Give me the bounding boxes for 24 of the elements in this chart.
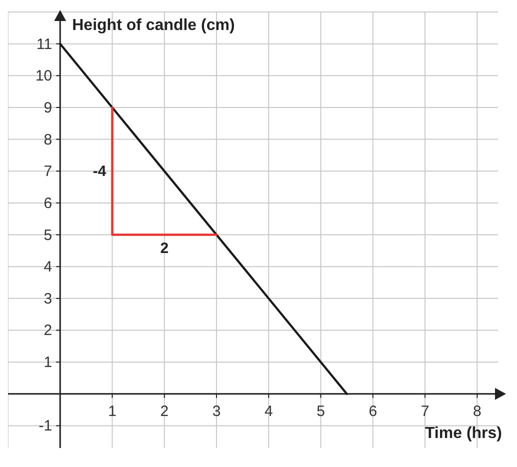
y-tick-label: 11 (36, 36, 52, 53)
y-tick-label: 3 (44, 290, 52, 308)
x-tick-label: 5 (316, 402, 325, 420)
y-tick-label: 9 (44, 99, 52, 116)
x-tick-label: 6 (368, 402, 378, 420)
x-tick-label: 7 (420, 402, 430, 420)
y-tick-label: 10 (35, 68, 52, 85)
y-tick-label: 2 (44, 322, 52, 340)
x-tick-label: 1 (108, 402, 116, 420)
x-tick-label: 4 (264, 402, 273, 420)
x-tick-label: 3 (212, 402, 221, 420)
y-tick-label: 5 (44, 226, 52, 244)
y-tick-label: -1 (38, 418, 52, 435)
annotation: -4 (92, 163, 107, 180)
y-tick-label: 8 (44, 131, 52, 148)
x-tick-label: 8 (472, 402, 482, 420)
x-tick-label: 2 (160, 402, 169, 420)
y-tick-label: 1 (44, 354, 52, 372)
annotation: 2 (160, 240, 169, 257)
y-tick-label: 4 (44, 258, 52, 276)
y-axis-title: Height of candle (cm) (72, 17, 235, 34)
y-tick-label: 7 (44, 163, 52, 180)
y-tick-label: 6 (44, 194, 52, 212)
x-axis-title: Time (hrs) (424, 424, 502, 442)
